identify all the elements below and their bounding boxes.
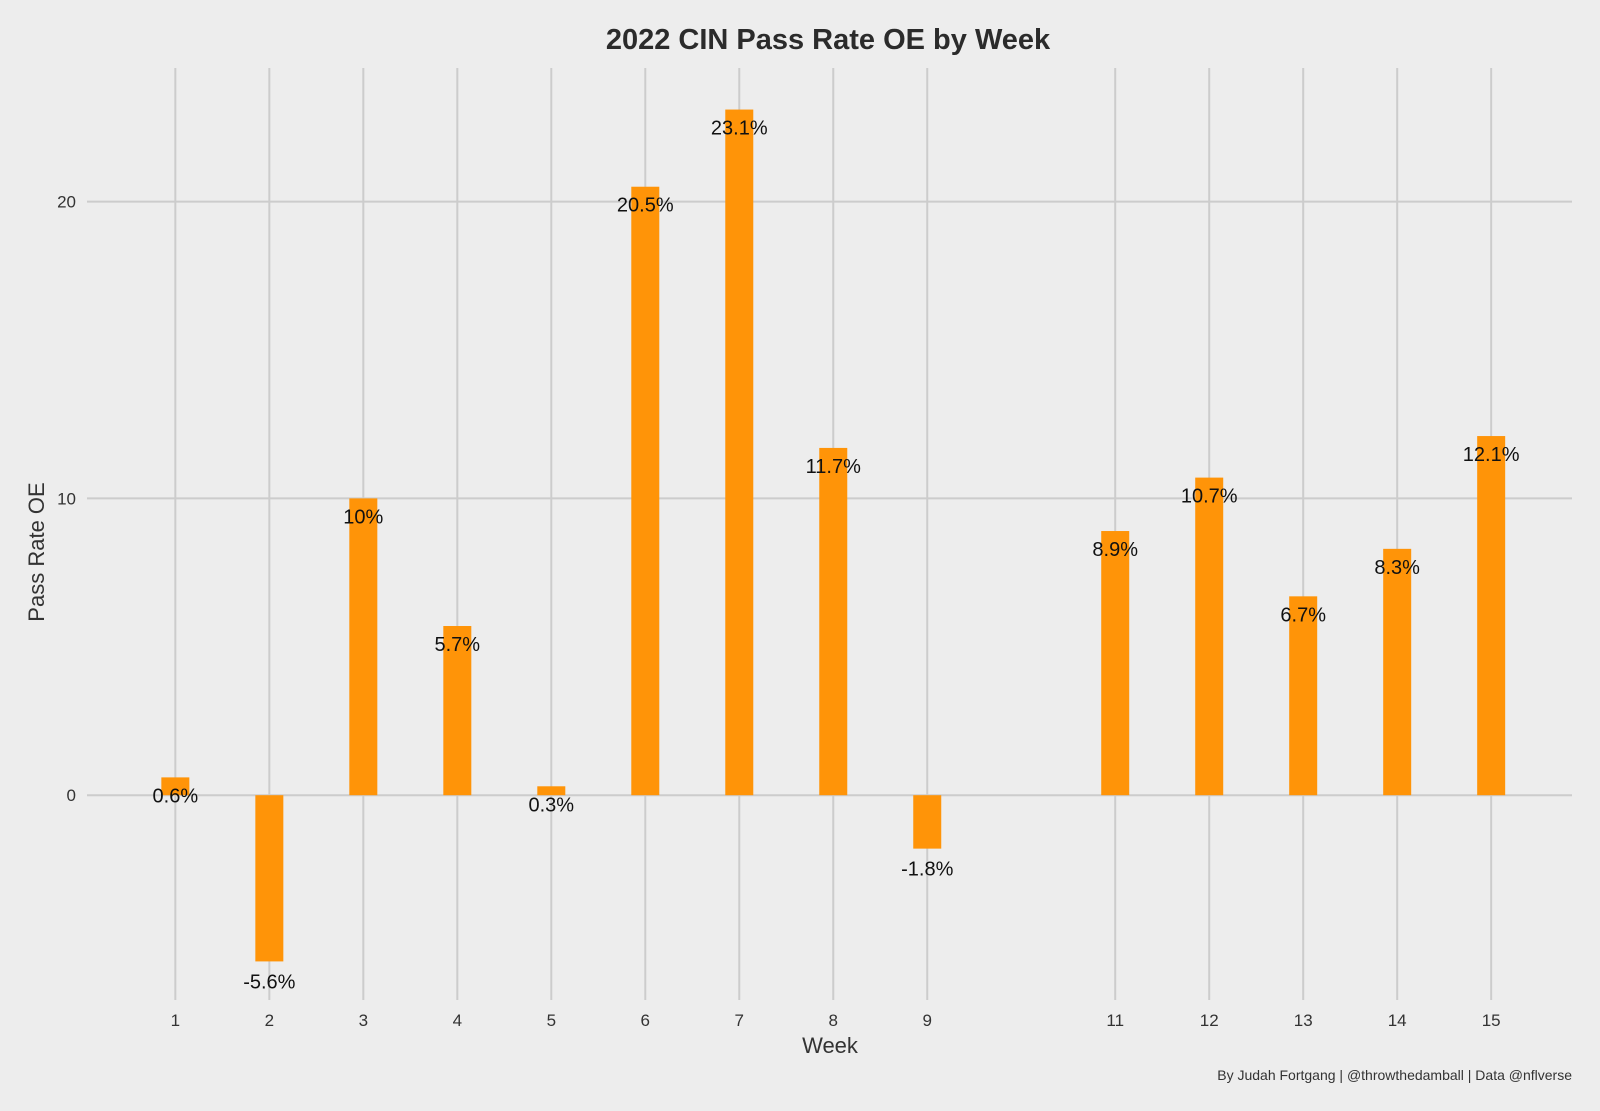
x-tick-label-9: 9 xyxy=(923,1011,932,1030)
data-label-week-6: 20.5% xyxy=(617,195,674,217)
bar-week-4 xyxy=(443,626,472,796)
data-label-week-15: 12.1% xyxy=(1463,444,1520,466)
x-tick-label-15: 15 xyxy=(1482,1011,1501,1030)
data-label-week-1: 0.6% xyxy=(153,785,199,807)
bar-week-2 xyxy=(255,795,284,962)
bar-week-1 xyxy=(161,777,190,796)
x-tick-label-1: 1 xyxy=(171,1011,180,1030)
data-label-week-13: 6.7% xyxy=(1280,604,1326,626)
bar-week-3 xyxy=(349,498,378,796)
data-label-week-4: 5.7% xyxy=(435,634,481,656)
chart-title: 2022 CIN Pass Rate OE by Week xyxy=(606,24,1051,56)
x-tick-label-3: 3 xyxy=(359,1011,368,1030)
bar-week-6 xyxy=(631,186,660,796)
data-label-week-11: 8.9% xyxy=(1092,539,1138,561)
data-label-week-8: 11.7% xyxy=(806,456,861,478)
bars xyxy=(161,109,1506,962)
data-label-week-9: -1.8% xyxy=(901,859,953,881)
y-tick-label-20: 20 xyxy=(57,193,76,212)
data-label-week-7: 23.1% xyxy=(711,118,768,140)
bar-week-15 xyxy=(1477,436,1506,796)
bar-week-11 xyxy=(1101,531,1130,796)
chart-caption: By Judah Fortgang | @throwthedamball | D… xyxy=(1217,1067,1572,1083)
y-tick-labels: 0 10 20 xyxy=(57,193,76,806)
bar-week-9 xyxy=(913,795,942,849)
data-label-week-2: -5.6% xyxy=(243,971,295,993)
x-tick-label-5: 5 xyxy=(547,1011,556,1030)
x-tick-label-6: 6 xyxy=(641,1011,650,1030)
bar-week-12 xyxy=(1195,477,1224,796)
bar-week-5 xyxy=(537,786,566,796)
x-tick-label-13: 13 xyxy=(1294,1011,1313,1030)
x-tick-label-7: 7 xyxy=(735,1011,744,1030)
bar-week-7 xyxy=(725,109,754,796)
x-axis-label: Week xyxy=(802,1033,859,1058)
data-label-week-3: 10% xyxy=(343,506,383,528)
data-label-week-5: 0.3% xyxy=(529,794,575,816)
y-tick-label-0: 0 xyxy=(67,786,76,805)
data-label-week-14: 8.3% xyxy=(1374,557,1420,579)
data-label-week-12: 10.7% xyxy=(1181,486,1238,508)
x-tick-label-8: 8 xyxy=(829,1011,838,1030)
x-tick-label-12: 12 xyxy=(1200,1011,1219,1030)
bar-week-13 xyxy=(1289,596,1318,796)
bar-week-14 xyxy=(1383,548,1412,796)
x-tick-labels: 1 2 3 4 5 6 7 8 9 11 12 13 14 15 xyxy=(171,1011,1501,1030)
x-tick-label-11: 11 xyxy=(1106,1011,1124,1030)
bar-week-8 xyxy=(819,447,848,796)
y-axis-label: Pass Rate OE xyxy=(24,482,49,621)
x-tick-label-14: 14 xyxy=(1388,1011,1407,1030)
x-tick-label-4: 4 xyxy=(453,1011,462,1030)
data-labels: 0.6% -5.6% 10% 5.7% 0.3% 20.5% 23.1% 11.7% -1.8%… xyxy=(153,118,1520,994)
y-tick-label-10: 10 xyxy=(57,489,76,508)
x-tick-label-2: 2 xyxy=(265,1011,274,1030)
